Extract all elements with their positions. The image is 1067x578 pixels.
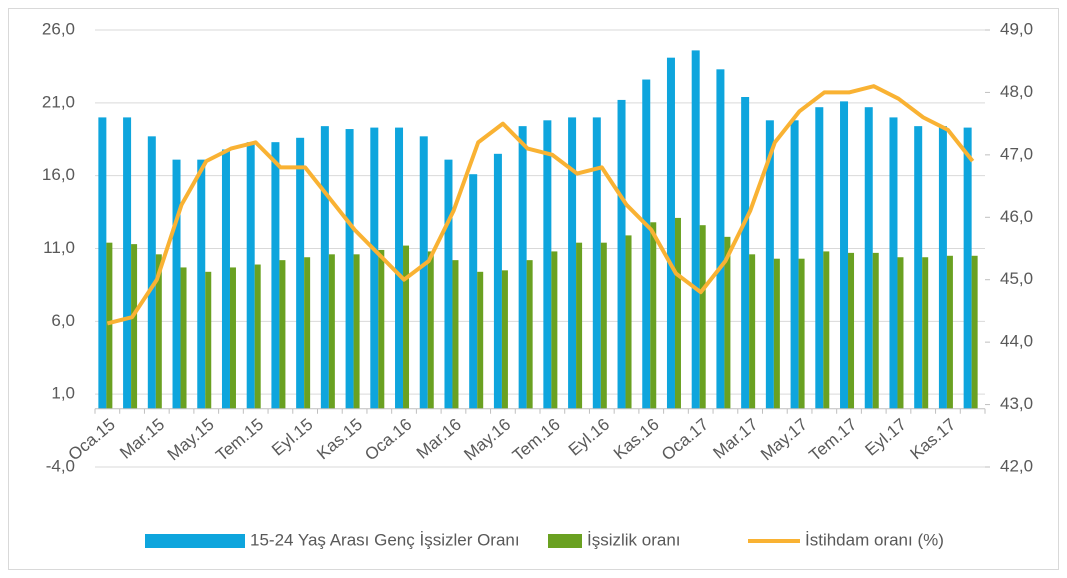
- y-tick-label: 11,0: [43, 238, 75, 257]
- bar: [123, 117, 132, 409]
- bar: [543, 120, 552, 409]
- bar: [642, 79, 651, 409]
- bar: [551, 251, 558, 409]
- bar: [666, 57, 675, 409]
- bar: [147, 136, 156, 409]
- y2-tick-label: 44,0: [1000, 332, 1033, 351]
- bar: [221, 149, 230, 409]
- bar: [971, 255, 978, 409]
- bar: [889, 117, 898, 409]
- bar: [872, 252, 879, 409]
- bar: [320, 126, 329, 409]
- bar: [98, 117, 107, 409]
- y2-tick-label: 46,0: [1000, 207, 1033, 226]
- bar: [848, 252, 855, 409]
- bar: [938, 126, 947, 409]
- bar: [106, 242, 113, 409]
- bar: [378, 249, 385, 409]
- bar: [897, 257, 904, 409]
- bar: [155, 254, 162, 409]
- bar: [592, 117, 601, 409]
- bar: [699, 225, 706, 409]
- bar: [864, 107, 873, 409]
- y2-tick-label: 47,0: [1000, 144, 1033, 163]
- bar: [328, 254, 335, 409]
- bar: [526, 260, 533, 409]
- bar: [279, 260, 286, 409]
- bar: [798, 258, 805, 409]
- bar: [518, 126, 527, 409]
- bar: [477, 271, 484, 409]
- bar: [650, 222, 657, 409]
- bar: [180, 267, 187, 409]
- bar: [741, 97, 750, 409]
- y2-tick-label: 43,0: [1000, 394, 1033, 413]
- bar: [600, 242, 607, 409]
- y2-tick-label: 45,0: [1000, 269, 1033, 288]
- line-series: [106, 84, 975, 326]
- bar: [304, 257, 311, 409]
- y-tick-label: 6,0: [51, 311, 75, 330]
- bar: [197, 159, 206, 409]
- bar: [576, 242, 583, 409]
- legend-swatch: [145, 534, 245, 548]
- bar: [403, 245, 410, 409]
- bar: [815, 107, 824, 409]
- bar: [452, 260, 459, 409]
- bar: [419, 136, 428, 409]
- bar: [246, 142, 255, 409]
- y-tick-label: -4,0: [46, 456, 75, 475]
- bar: [296, 137, 305, 409]
- bar: [716, 69, 725, 409]
- bar: [395, 127, 404, 409]
- bar: [501, 270, 508, 409]
- y-tick-label: 1,0: [51, 384, 75, 403]
- bar: [568, 117, 577, 409]
- bar: [254, 264, 261, 409]
- bar: [625, 235, 632, 409]
- bar: [823, 251, 830, 409]
- bar: [131, 244, 138, 409]
- legend-label: 15-24 Yaş Arası Genç İşsizler Oranı: [250, 530, 520, 549]
- bar: [790, 120, 799, 409]
- bar: [946, 255, 953, 409]
- bar: [674, 217, 681, 409]
- bar: [963, 127, 972, 409]
- y-tick-label: 26,0: [42, 19, 75, 38]
- legend-label: İşsizlik oranı: [587, 530, 681, 549]
- bar: [749, 254, 756, 409]
- bar: [922, 257, 929, 409]
- legend-swatch: [548, 534, 582, 548]
- bar: [427, 251, 434, 409]
- y2-tick-label: 49,0: [1000, 19, 1033, 38]
- bar: [765, 120, 774, 409]
- bar: [469, 174, 478, 409]
- y-tick-label: 16,0: [42, 165, 75, 184]
- bar: [271, 142, 280, 409]
- bar: [229, 267, 236, 409]
- bar: [493, 153, 502, 409]
- bar: [370, 127, 379, 409]
- bar: [773, 258, 780, 409]
- bar: [617, 99, 626, 409]
- bar: [444, 159, 453, 409]
- bar: [345, 129, 354, 409]
- bar: [840, 101, 849, 409]
- y2-tick-label: 48,0: [1000, 82, 1033, 101]
- bar: [353, 254, 360, 409]
- bar: [724, 236, 731, 409]
- bar: [172, 159, 181, 409]
- bar: [691, 50, 700, 409]
- legend-label: İstihdam oranı (%): [805, 530, 944, 549]
- y2-tick-label: 42,0: [1000, 456, 1033, 475]
- bar: [205, 271, 212, 409]
- y-tick-label: 21,0: [42, 92, 75, 111]
- bar: [914, 126, 923, 409]
